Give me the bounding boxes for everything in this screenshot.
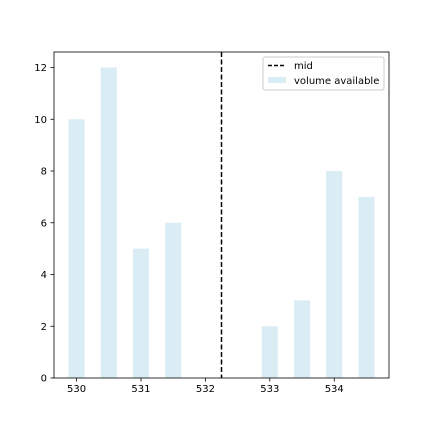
legend-frame (262, 56, 385, 91)
bar-7 (358, 196, 375, 378)
y-tick-label-6: 12 (34, 63, 47, 74)
y-tick-label-2: 4 (41, 270, 47, 281)
y-tick-label-3: 6 (41, 218, 47, 229)
y-tick-label-5: 10 (34, 115, 47, 126)
legend-mid-label: mid (294, 61, 313, 72)
axes: 530 531 532 533 534 0 2 4 6 8 10 12 (34, 51, 390, 395)
bar-1 (100, 67, 117, 379)
bar-3 (165, 222, 182, 378)
x-tick-label-4: 534 (325, 384, 344, 395)
legend-volume-swatch (268, 77, 286, 83)
legend-volume-label: volume available (294, 76, 379, 87)
bar-2 (132, 248, 150, 378)
x-tick-label-3: 533 (260, 384, 279, 395)
x-tick-label-0: 530 (67, 384, 86, 395)
x-tick-label-1: 531 (131, 384, 150, 395)
bar-0 (68, 119, 85, 379)
x-tick-label-2: 532 (196, 384, 215, 395)
axes-frame (53, 51, 390, 379)
y-tick-label-0: 0 (41, 374, 47, 385)
y-tick-label-1: 2 (41, 322, 47, 333)
bar-4 (261, 326, 278, 378)
bar-5 (293, 300, 311, 378)
plot-area (68, 52, 375, 379)
y-tick-label-4: 8 (41, 167, 47, 178)
bar-6 (326, 171, 343, 378)
legend: mid volume available (262, 56, 385, 91)
